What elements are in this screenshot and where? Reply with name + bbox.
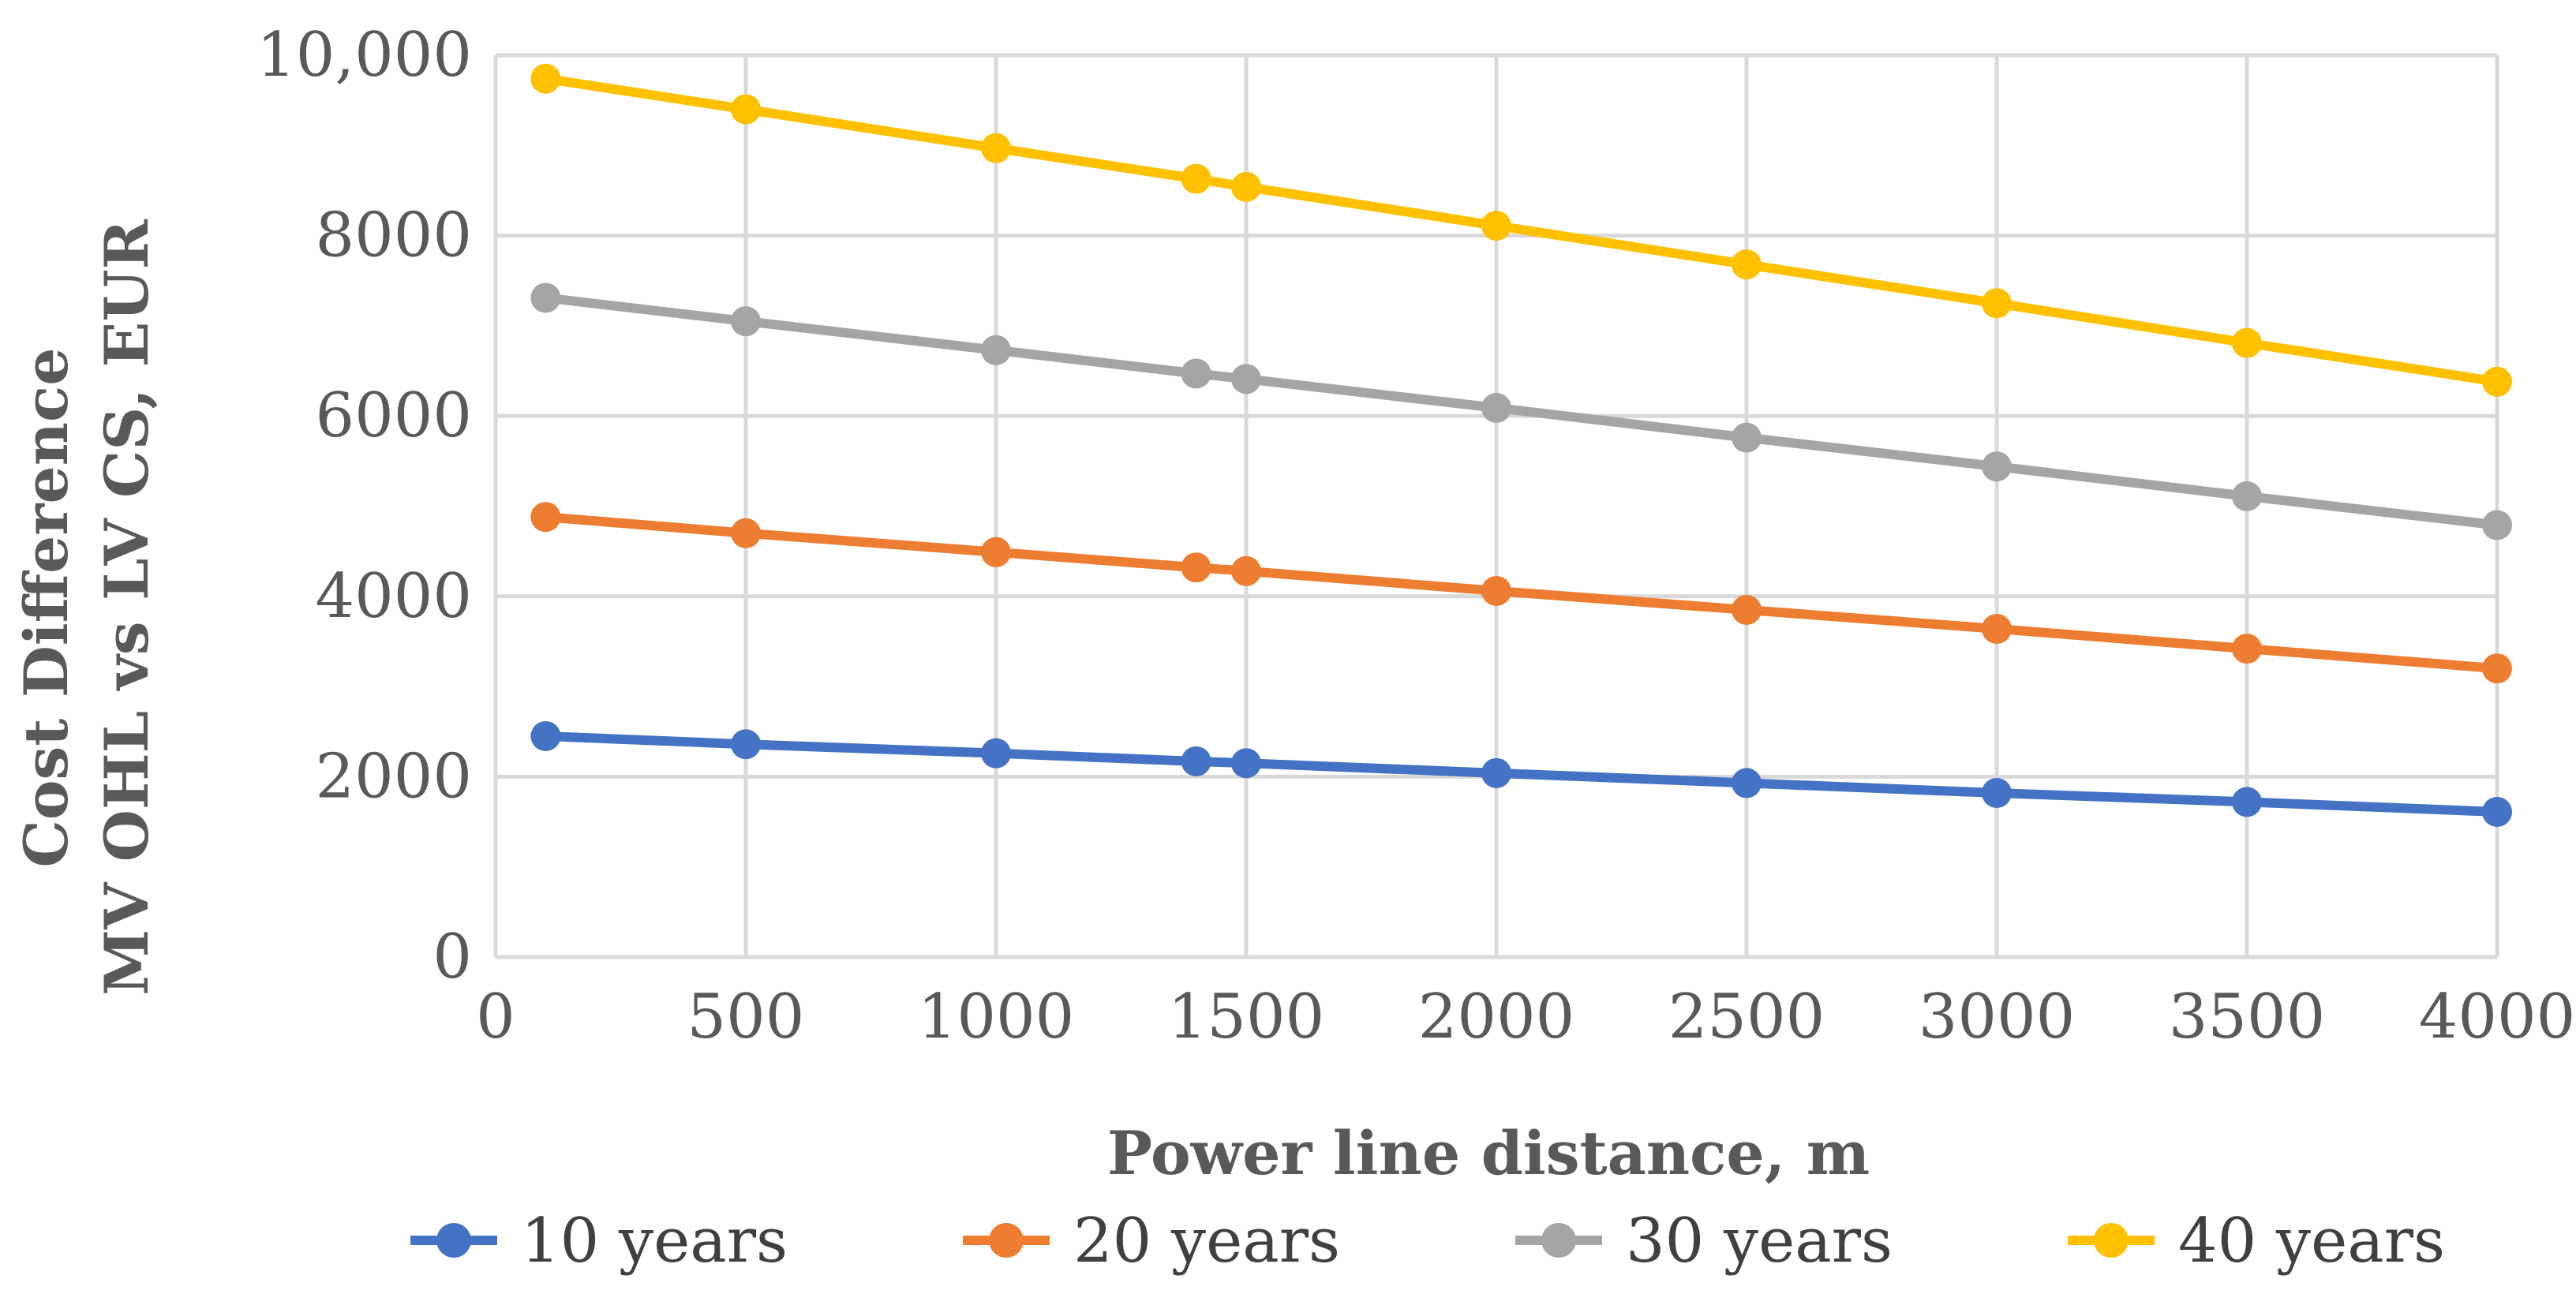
x-tick-label: 2500 — [1668, 982, 1825, 1053]
x-axis-title: Power line distance, m — [1107, 1118, 1870, 1188]
legend-marker — [436, 1223, 471, 1258]
y-tick-label: 4000 — [315, 561, 472, 632]
series-30-years — [530, 282, 2512, 540]
data-point — [1982, 451, 2012, 482]
data-point — [1481, 757, 1511, 788]
legend-label: 30 years — [1626, 1206, 1893, 1277]
data-point — [981, 335, 1011, 365]
data-point — [1732, 768, 1762, 798]
data-point — [1732, 422, 1762, 453]
x-tick-label: 500 — [687, 982, 805, 1053]
legend-marker — [989, 1223, 1024, 1258]
y-axis-title: Cost Difference MV OHL vs LV CS, EUR — [11, 219, 162, 995]
data-point — [1732, 594, 1762, 625]
data-point — [1982, 777, 2012, 808]
series-line — [545, 731, 2498, 817]
data-point — [1181, 358, 1211, 389]
legend-label: 20 years — [1073, 1206, 1340, 1277]
data-point — [1181, 163, 1211, 194]
data-point — [1732, 249, 1762, 280]
data-point — [530, 63, 561, 94]
data-point — [2232, 787, 2262, 817]
data-point — [1481, 575, 1511, 606]
y-tick-label: 6000 — [315, 380, 472, 451]
data-point — [1231, 171, 1261, 202]
data-point — [731, 306, 761, 337]
series-40-years — [530, 63, 2512, 397]
data-point — [731, 729, 761, 760]
data-point — [1231, 555, 1261, 586]
data-point — [731, 94, 761, 125]
x-tick-label: 3500 — [2169, 982, 2326, 1053]
legend-marker — [1541, 1223, 1576, 1258]
data-point — [731, 518, 761, 548]
y-tick-label: 8000 — [315, 200, 472, 271]
x-tick-label: 1000 — [918, 982, 1075, 1053]
data-point — [530, 502, 561, 533]
data-point — [530, 720, 561, 751]
x-tick-label: 2000 — [1418, 982, 1575, 1053]
data-point — [2232, 327, 2262, 358]
data-point — [2232, 634, 2262, 664]
data-point — [1481, 211, 1511, 241]
data-point — [1481, 392, 1511, 423]
y-tick-label: 0 — [432, 922, 472, 993]
data-point — [1231, 364, 1261, 395]
data-point — [981, 133, 1011, 163]
data-point — [1181, 746, 1211, 776]
x-tick-label: 1500 — [1168, 982, 1325, 1053]
series-layer — [530, 63, 2512, 827]
series-10-years — [530, 720, 2512, 827]
data-point — [2232, 481, 2262, 511]
legend-item: 30 years — [1515, 1206, 1893, 1277]
series-line — [545, 293, 2498, 530]
y-tick-label: 10,000 — [256, 20, 472, 91]
tick-labels: 0 2000 4000 6000 8000 10,000 0 500 1000 1500 2000 2… — [256, 20, 2575, 1053]
series-line — [545, 512, 2498, 674]
y-axis-title-line-2: MV OHL vs LV CS, EUR — [92, 219, 162, 995]
legend-item: 40 years — [2068, 1206, 2445, 1277]
data-point — [1231, 748, 1261, 779]
legend-marker — [2094, 1223, 2129, 1258]
data-point — [2482, 510, 2512, 540]
gridlines — [493, 53, 2499, 959]
x-tick-label: 0 — [476, 982, 515, 1053]
data-point — [2482, 366, 2512, 397]
legend: 10 years 20 years 30 years 40 years — [410, 1206, 2445, 1277]
y-axis-title-line-1: Cost Difference — [11, 347, 81, 867]
data-point — [2482, 653, 2512, 684]
legend-item: 20 years — [963, 1206, 1340, 1277]
data-point — [981, 537, 1011, 567]
data-point — [530, 282, 561, 313]
data-point — [1181, 552, 1211, 583]
data-point — [1982, 613, 2012, 644]
series-line — [545, 73, 2498, 387]
data-point — [2482, 796, 2512, 827]
legend-item: 10 years — [410, 1206, 788, 1277]
data-point — [1982, 288, 2012, 319]
x-tick-label: 3000 — [1919, 982, 2076, 1053]
legend-label: 40 years — [2178, 1206, 2445, 1277]
legend-label: 10 years — [521, 1206, 788, 1277]
series-20-years — [530, 502, 2512, 684]
data-point — [981, 738, 1011, 769]
x-tick-label: 4000 — [2419, 982, 2576, 1053]
y-tick-label: 2000 — [315, 741, 472, 812]
